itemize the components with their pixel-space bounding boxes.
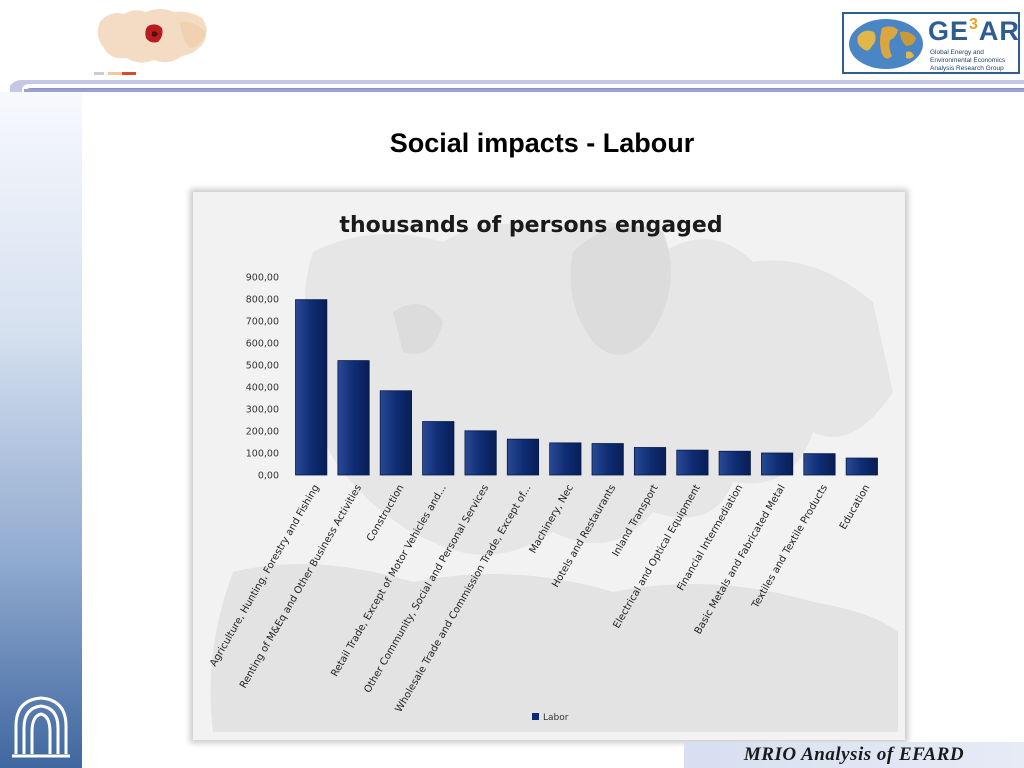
eu-map-thumbnail <box>90 2 216 78</box>
bar <box>676 449 709 476</box>
y-tick-label: 500,00 <box>246 361 279 372</box>
chart-title: thousands of persons engaged <box>339 213 722 238</box>
x-tick-label: Textiles and Textile Products <box>750 483 830 611</box>
y-tick-label: 400,00 <box>246 383 279 394</box>
header-divider-band <box>10 80 1024 92</box>
legend-swatch-labor <box>532 713 539 720</box>
bar <box>803 453 836 476</box>
europe-map-background <box>210 220 898 732</box>
bar <box>295 299 328 476</box>
slide-title: Social impacts - Labour <box>389 128 695 158</box>
footer-bar: MRIO Analysis of EFARD <box>684 742 1024 768</box>
y-tick-label: 100,00 <box>246 449 279 460</box>
gear-brand-text: GE3AR <box>928 16 1020 46</box>
bar <box>591 443 624 476</box>
y-tick-label: 0,00 <box>258 471 279 482</box>
bar <box>506 438 540 476</box>
bar <box>422 421 455 476</box>
y-tick-label: 300,00 <box>246 405 279 416</box>
y-tick-label: 900,00 <box>246 273 279 284</box>
bar <box>761 452 794 476</box>
x-tick-label: Education <box>838 483 872 532</box>
bar <box>845 457 878 476</box>
y-tick-label: 600,00 <box>246 339 279 350</box>
bars <box>295 299 878 476</box>
gear-subtitle: Global Energy and Environmental Economic… <box>930 49 1006 72</box>
footer-text: MRIO Analysis of EFARD <box>743 744 965 765</box>
bar <box>718 450 751 476</box>
y-tick-label: 200,00 <box>246 427 279 438</box>
bar <box>337 360 370 476</box>
sidebar-gradient <box>0 92 82 768</box>
bar <box>633 447 667 476</box>
bar <box>379 390 412 476</box>
labor-bar-chart: thousands of persons engaged 0,00 100,00 2… <box>208 213 898 732</box>
chart-frame: thousands of persons engaged 0,00 100,00 2… <box>193 192 905 740</box>
gear-logo: GE3AR Global Energy and Environmental Ec… <box>842 12 1020 74</box>
legend-label-labor: Labor <box>543 713 569 723</box>
bar <box>549 442 582 476</box>
university-emblem-icon <box>12 696 70 758</box>
chart-legend: Labor <box>532 713 569 723</box>
y-axis-ticks: 0,00 100,00 200,00 300,00 400,00 500,00 600,00… <box>246 273 279 482</box>
world-globe-icon <box>849 19 923 69</box>
y-tick-label: 700,00 <box>246 317 279 328</box>
y-tick-label: 800,00 <box>246 295 279 306</box>
bar <box>464 430 497 476</box>
